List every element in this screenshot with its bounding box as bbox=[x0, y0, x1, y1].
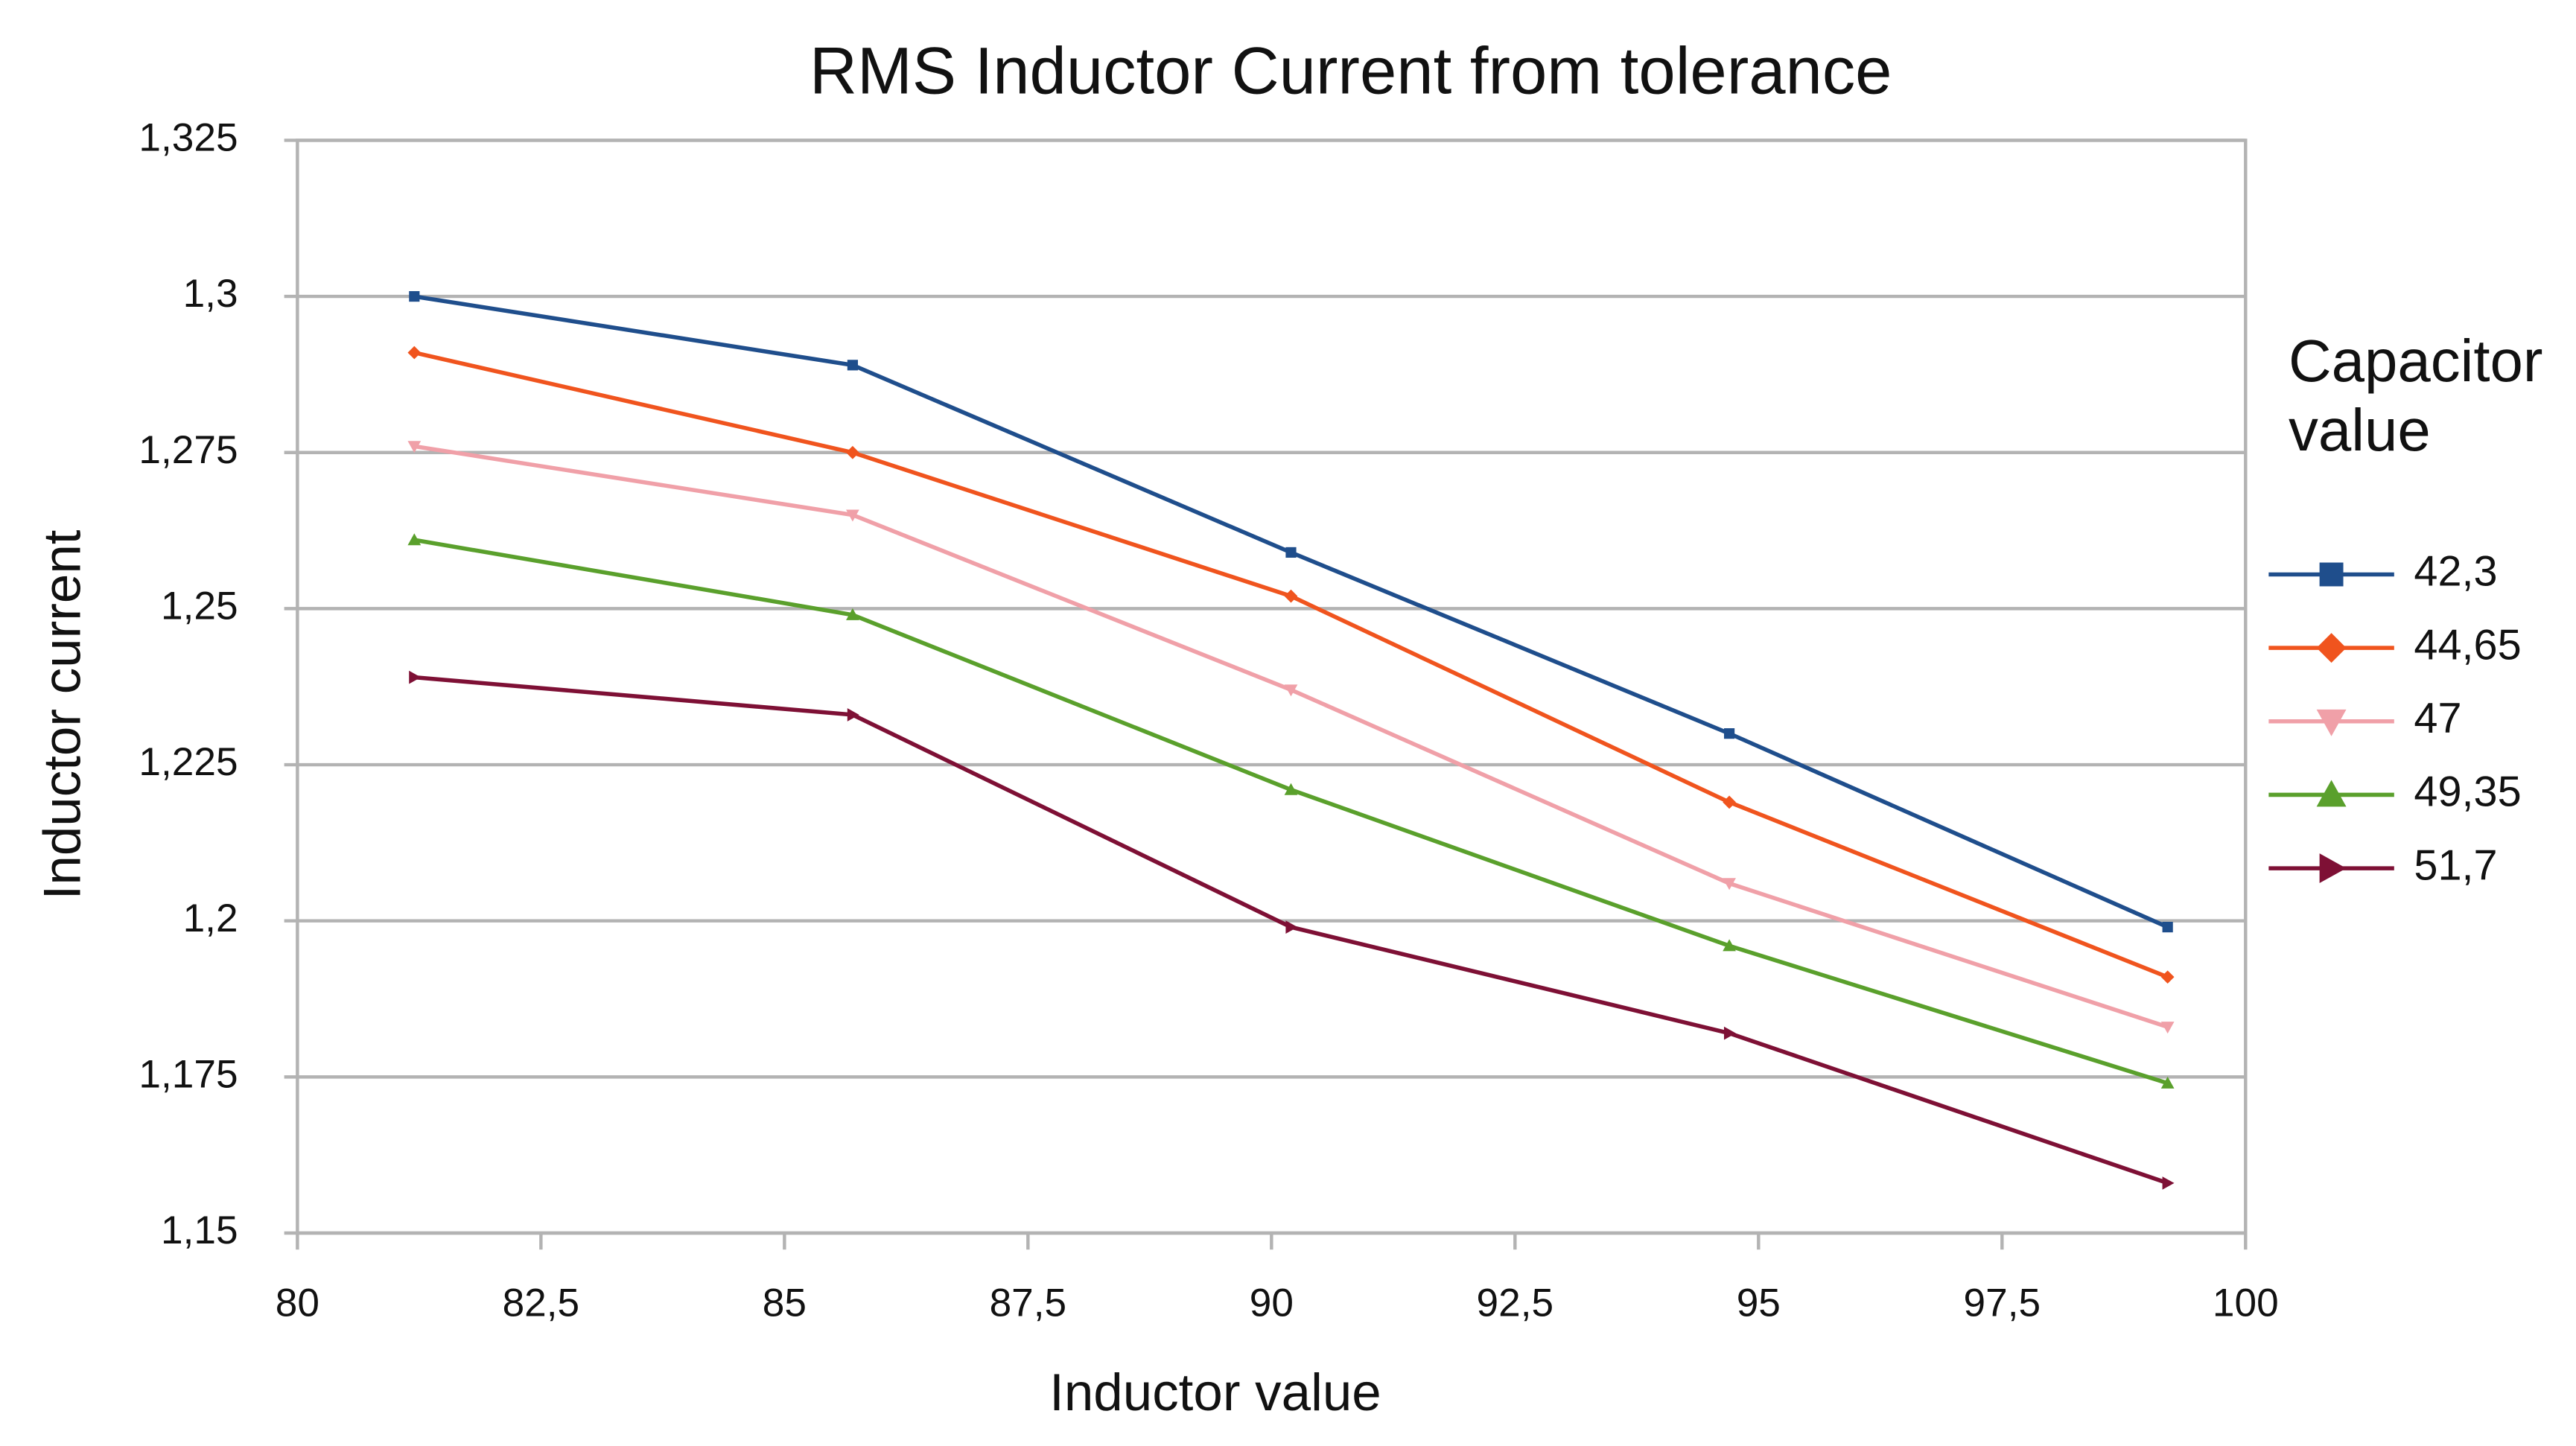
marker bbox=[1723, 1026, 1736, 1040]
x-tick-label: 97,5 bbox=[1964, 1281, 2041, 1325]
marker bbox=[1284, 589, 1298, 603]
chart-title: RMS Inductor Current from tolerance bbox=[810, 34, 1892, 107]
plot-frame bbox=[296, 138, 2248, 1235]
marker bbox=[847, 708, 859, 722]
y-axis-label: Inductor current bbox=[34, 529, 92, 899]
legend-label: 44,65 bbox=[2414, 621, 2521, 669]
marker bbox=[1284, 783, 1298, 795]
legend-label: 42,3 bbox=[2414, 548, 2497, 596]
marker bbox=[2160, 1022, 2175, 1034]
y-tick-label: 1,225 bbox=[139, 740, 238, 784]
legend-title: Capacitor value bbox=[2288, 326, 2543, 464]
x-tick-label: 92,5 bbox=[1477, 1281, 1554, 1325]
marker bbox=[846, 445, 859, 459]
marker bbox=[407, 345, 422, 360]
marker bbox=[1285, 920, 1298, 934]
x-tick-label: 90 bbox=[1250, 1281, 1294, 1325]
x-tick-label: 95 bbox=[1737, 1281, 1781, 1325]
marker bbox=[407, 441, 422, 453]
y-tick-label: 1,175 bbox=[139, 1052, 238, 1096]
y-tick-label: 1,275 bbox=[139, 428, 238, 472]
x-tick-label: 80 bbox=[276, 1281, 319, 1325]
marker bbox=[407, 533, 422, 546]
legend-label: 47 bbox=[2414, 695, 2461, 742]
x-axis-label: Inductor value bbox=[1049, 1363, 1381, 1422]
y-tick-label: 1,2 bbox=[183, 896, 238, 940]
x-tick-label: 100 bbox=[2213, 1281, 2279, 1325]
legend-title-box: Capacitor value bbox=[2288, 326, 2543, 464]
legend-marker bbox=[2316, 780, 2347, 807]
marker bbox=[846, 608, 859, 620]
marker bbox=[2160, 1076, 2175, 1089]
marker bbox=[1285, 547, 1297, 558]
series-line bbox=[413, 444, 2169, 1029]
legend-label: 49,35 bbox=[2414, 768, 2521, 816]
legend-marker bbox=[2316, 709, 2347, 736]
series-line bbox=[413, 350, 2169, 979]
marker bbox=[1723, 939, 1736, 952]
marker bbox=[409, 290, 420, 302]
marker bbox=[1723, 878, 1736, 891]
x-tick-label: 85 bbox=[763, 1281, 807, 1325]
y-tick-label: 1,15 bbox=[161, 1208, 238, 1252]
legend-label: 51,7 bbox=[2414, 841, 2497, 889]
marker bbox=[1284, 684, 1298, 697]
marker bbox=[846, 509, 859, 522]
series-line bbox=[413, 294, 2169, 929]
marker bbox=[409, 670, 422, 684]
legend-marker bbox=[2319, 853, 2347, 884]
legend-marker bbox=[2319, 562, 2344, 587]
y-tick-label: 1,325 bbox=[139, 115, 238, 159]
x-tick-label: 82,5 bbox=[503, 1281, 580, 1325]
marker bbox=[1723, 728, 1735, 739]
y-tick-label: 1,3 bbox=[183, 272, 238, 316]
marker bbox=[1723, 795, 1736, 809]
x-tick-label: 87,5 bbox=[990, 1281, 1067, 1325]
marker bbox=[2162, 922, 2173, 933]
legend-marker bbox=[2316, 633, 2347, 663]
marker bbox=[2160, 970, 2175, 984]
marker bbox=[2162, 1176, 2175, 1190]
marker bbox=[847, 360, 858, 371]
y-tick-label: 1,25 bbox=[161, 584, 238, 628]
